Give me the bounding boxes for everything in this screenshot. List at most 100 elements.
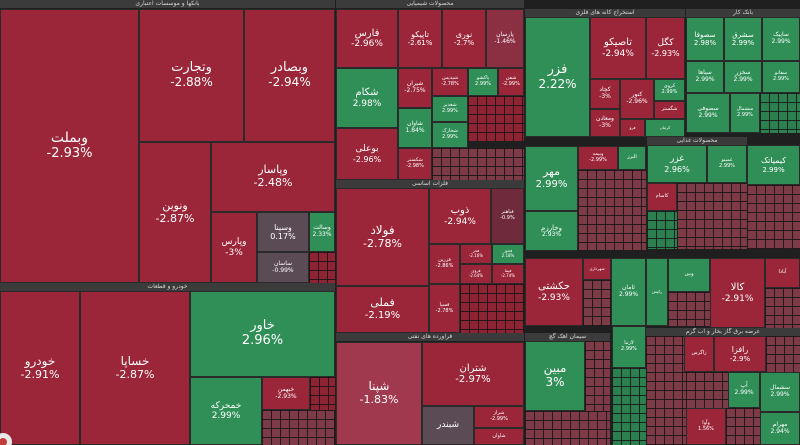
stock-tile[interactable]: پاکشو 2.99% <box>468 68 498 96</box>
stock-tile[interactable]: بوعلی -2.96% <box>336 128 398 180</box>
small-stocks-mosaic[interactable] <box>585 341 610 411</box>
small-stocks-mosaic[interactable] <box>583 280 611 326</box>
stock-tile[interactable]: سخزر 2.99% <box>724 61 762 93</box>
stock-tile[interactable]: وبین <box>668 258 710 292</box>
stock-tile[interactable]: تاپیکو -2.61% <box>398 9 442 68</box>
stock-tile[interactable]: سیاها 2.99% <box>686 61 724 93</box>
small-stocks-mosaic[interactable] <box>765 288 800 328</box>
small-stocks-mosaic[interactable] <box>309 252 335 283</box>
small-stocks-mosaic[interactable] <box>432 148 524 180</box>
small-stocks-mosaic[interactable] <box>766 336 800 372</box>
stock-tile[interactable]: شکستر -2.98% <box>398 148 432 180</box>
small-stocks-mosaic[interactable] <box>310 377 335 410</box>
stock-tile[interactable]: شفن -2.99% <box>498 68 524 96</box>
small-stocks-mosaic[interactable] <box>646 372 686 445</box>
stock-tile[interactable]: کروی 2.99% <box>654 79 685 101</box>
small-stocks-mosaic[interactable] <box>578 170 646 250</box>
stock-tile[interactable]: کاسام <box>647 183 677 211</box>
stock-tile[interactable]: فارس -2.96% <box>336 9 398 68</box>
stock-tile[interactable]: کچاد -3% <box>590 79 620 109</box>
small-stocks-mosaic[interactable] <box>647 211 677 249</box>
stock-tile[interactable]: وسینا 0.17% <box>257 212 309 252</box>
stock-tile[interactable]: شپدیس -2.78% <box>432 68 468 96</box>
stock-tile[interactable]: سصوفی 2.99% <box>686 93 730 133</box>
stock-tile[interactable]: ساپیک 2.99% <box>762 17 800 61</box>
small-stocks-mosaic[interactable] <box>760 93 800 133</box>
stock-tile[interactable]: سفانو 2.99% <box>762 61 800 93</box>
stock-tile[interactable]: فزر 2.22% <box>525 17 590 137</box>
stock-tile[interactable]: وبیمه -2.99% <box>578 146 618 170</box>
stock-tile[interactable]: پارسان -1.46% <box>486 9 524 68</box>
small-stocks-mosaic[interactable] <box>726 408 760 445</box>
stock-tile[interactable]: شبندر <box>422 406 474 445</box>
stock-tile[interactable]: شهرداری <box>583 258 611 280</box>
stock-tile[interactable]: مهرام 2.94% <box>760 412 800 445</box>
stock-tile[interactable]: شاوان 1.84% <box>398 108 432 148</box>
small-stocks-mosaic[interactable] <box>612 368 646 445</box>
stock-tile[interactable]: شخارک 2.99% <box>432 122 468 148</box>
stock-tile[interactable]: سشرق 2.99% <box>724 17 762 61</box>
stock-tile[interactable]: فزرین -2.86% <box>429 244 460 284</box>
stock-tile[interactable]: آپ 2.99% <box>728 372 760 408</box>
stock-tile[interactable]: فرو <box>620 119 645 137</box>
stock-tile[interactable]: شگستر <box>654 101 685 119</box>
stock-tile[interactable]: فخوز 2.18% <box>492 244 524 264</box>
stock-tile[interactable]: البرز <box>618 146 646 170</box>
stock-tile[interactable]: رافزا -2.9% <box>714 336 766 372</box>
stock-tile[interactable]: وپاسار -2.48% <box>211 142 335 212</box>
small-stocks-mosaic[interactable] <box>677 183 747 249</box>
stock-tile[interactable]: فباهنر -0.9% <box>491 188 524 244</box>
stock-tile[interactable]: وسالت 2.33% <box>309 212 335 252</box>
stock-tile[interactable]: شپنا -1.83% <box>336 342 422 445</box>
stock-tile[interactable]: وبصادر -2.94% <box>244 9 335 142</box>
small-stocks-mosaic[interactable] <box>460 284 524 333</box>
stock-tile[interactable]: فملی -2.19% <box>336 286 429 333</box>
stock-tile[interactable]: فروی -2.64% <box>460 264 492 284</box>
stock-tile[interactable]: خبهمن -2.93% <box>262 377 310 410</box>
stock-tile[interactable]: خاور 2.96% <box>190 291 335 377</box>
stock-tile[interactable]: ثامان 2.99% <box>611 258 646 326</box>
small-stocks-mosaic[interactable] <box>668 292 710 326</box>
stock-tile[interactable]: شکام 2.98% <box>336 68 398 128</box>
stock-tile[interactable]: وآوا 1.56% <box>686 408 726 445</box>
small-stocks-mosaic[interactable] <box>747 185 800 249</box>
stock-tile[interactable]: سشمال 2.99% <box>760 372 800 412</box>
stock-tile[interactable]: شتران -2.97% <box>422 342 524 406</box>
stock-tile[interactable]: کالا -2.91% <box>710 258 765 328</box>
stock-tile[interactable]: تاصیکو -2.94% <box>590 17 646 79</box>
stock-tile[interactable]: ذوب -2.94% <box>429 188 491 244</box>
stock-tile[interactable]: سصوفا 2.98% <box>686 17 724 61</box>
stock-tile[interactable]: خساپا -2.87% <box>80 291 190 445</box>
stock-tile[interactable]: آبادا <box>765 258 800 288</box>
stock-tile[interactable]: سشمال 2.99% <box>730 93 760 133</box>
stock-tile[interactable]: ونوین -2.87% <box>139 142 211 283</box>
stock-tile[interactable]: وخارزم 2.93% <box>525 211 578 251</box>
stock-tile[interactable]: ومعادن -3% <box>590 109 620 137</box>
stock-tile[interactable]: مهر 2.99% <box>525 146 578 211</box>
small-stocks-mosaic[interactable] <box>686 372 728 408</box>
stock-tile[interactable]: فسپا -2.78% <box>429 284 460 333</box>
small-stocks-mosaic[interactable] <box>525 411 610 445</box>
stock-tile[interactable]: شیران -2.75% <box>398 68 432 108</box>
stock-tile[interactable]: خمحرکه 2.99% <box>190 377 262 445</box>
small-stocks-mosaic[interactable] <box>646 336 684 372</box>
stock-tile[interactable]: فولاد -2.78% <box>336 188 429 286</box>
stock-tile[interactable]: حکشتی -2.93% <box>525 258 583 326</box>
stock-tile[interactable]: شاوان <box>474 428 524 445</box>
small-stocks-mosaic[interactable] <box>468 96 524 141</box>
stock-tile[interactable]: غمینو 2.99% <box>707 145 747 183</box>
stock-tile[interactable]: وتجارت -2.88% <box>139 9 244 142</box>
stock-tile[interactable]: فپنتا -2.74% <box>492 264 524 284</box>
stock-tile[interactable]: کرمان <box>645 119 685 137</box>
stock-tile[interactable]: خودرو -2.91% <box>0 291 80 445</box>
stock-tile[interactable]: کگل -2.93% <box>646 17 685 79</box>
stock-tile[interactable]: شراز -2.99% <box>474 406 524 428</box>
small-stocks-mosaic[interactable] <box>262 410 335 445</box>
stock-tile[interactable]: کنور -2.96% <box>620 79 654 119</box>
stock-tile[interactable]: فجر -2.16% <box>460 244 492 264</box>
stock-tile[interactable]: رکیش <box>646 258 668 326</box>
stock-tile[interactable]: ساسان -0.99% <box>257 252 309 283</box>
stock-tile[interactable]: وپارس -3% <box>211 212 257 283</box>
stock-tile[interactable]: وبملت -2.93% <box>0 9 139 283</box>
stock-tile[interactable]: کیمیاتک 2.99% <box>747 145 800 185</box>
